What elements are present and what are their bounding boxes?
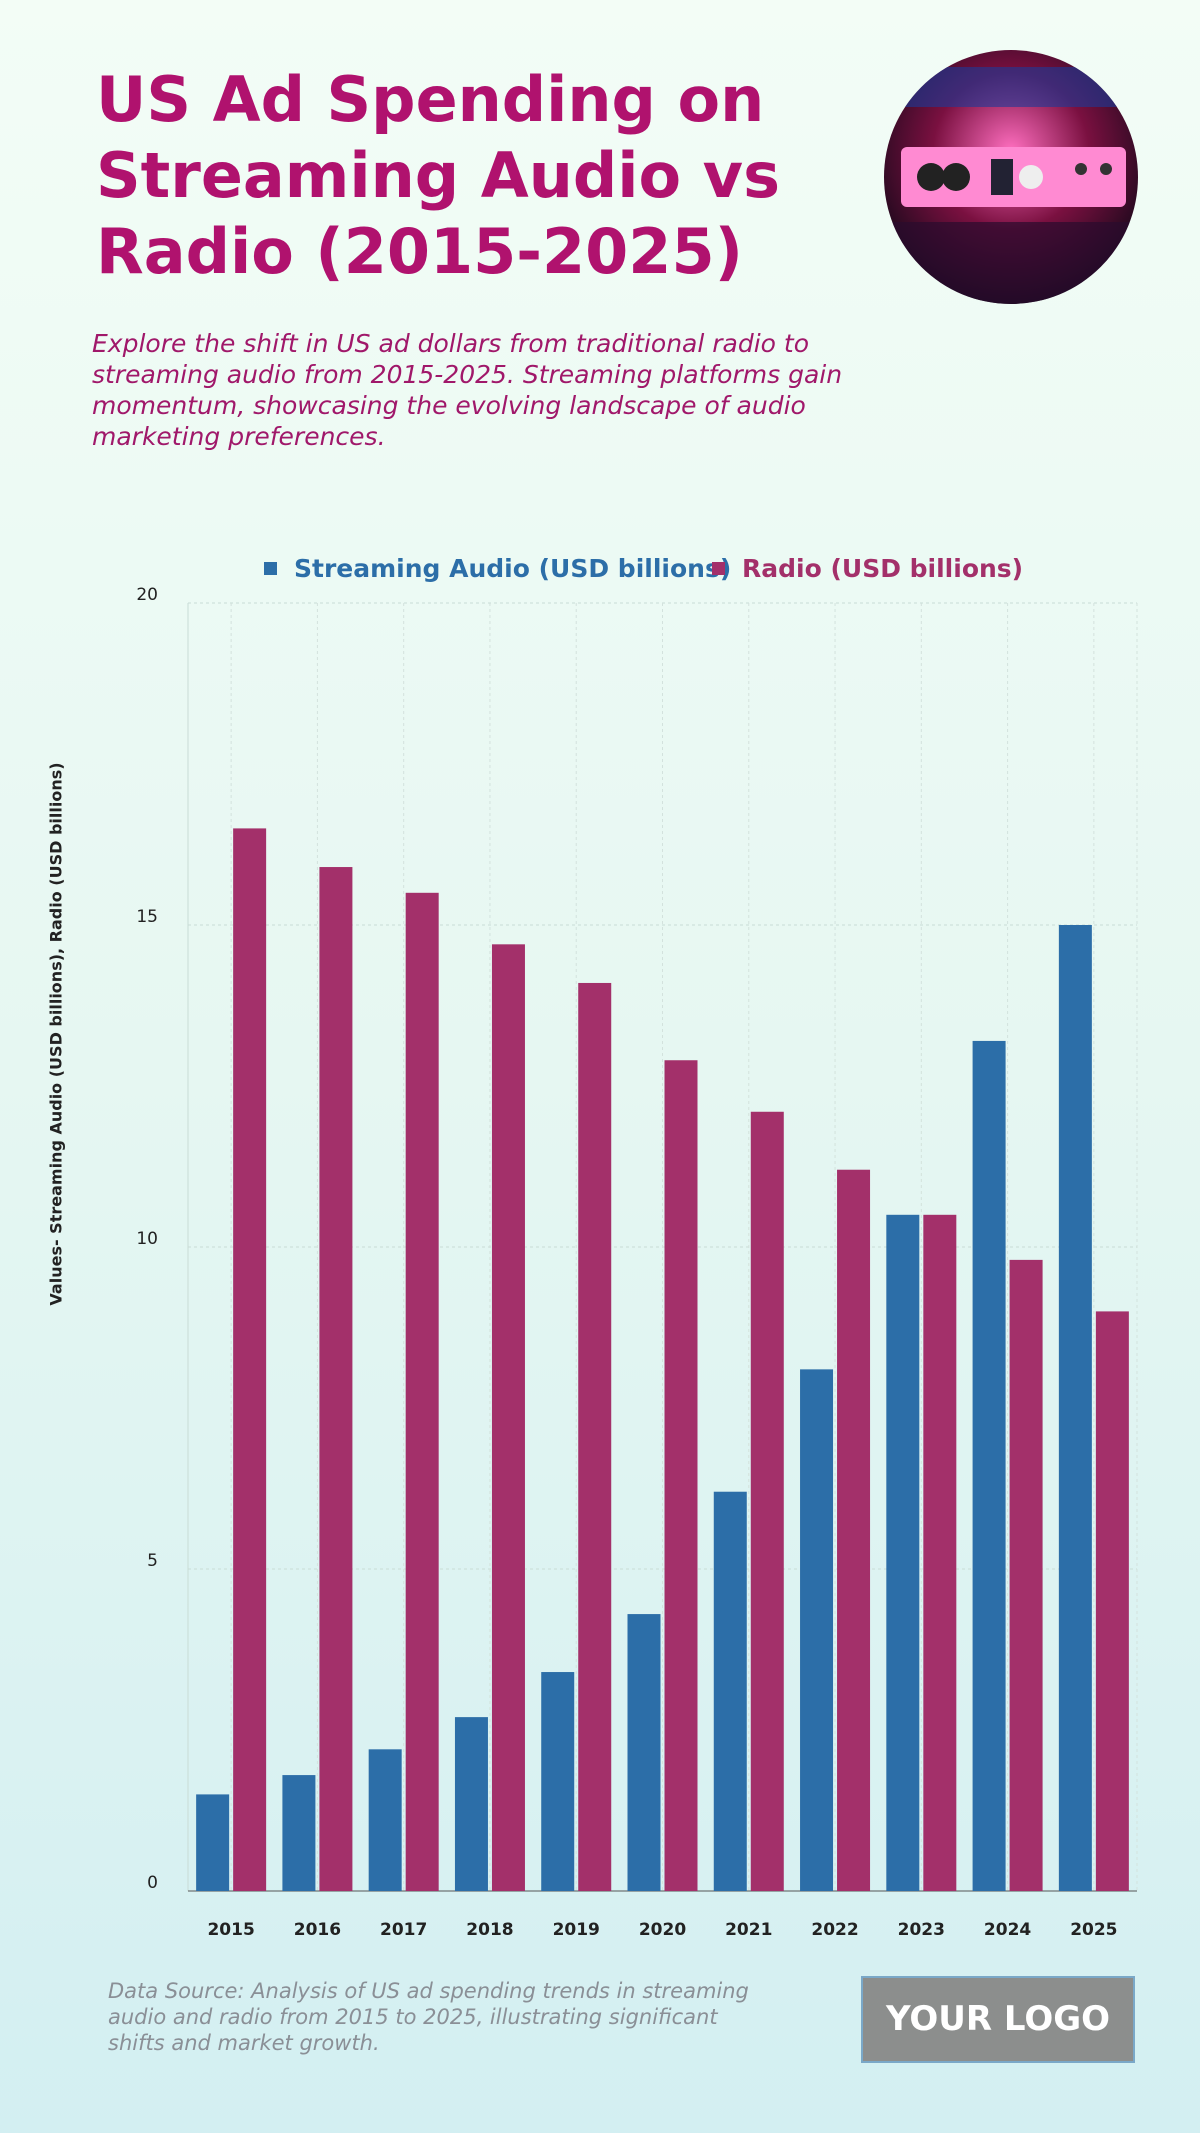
x-tick-label: 2018 xyxy=(466,1920,513,1940)
y-tick-label: 15 xyxy=(136,907,158,927)
x-tick-label: 2022 xyxy=(811,1920,858,1940)
bar xyxy=(368,1749,402,1891)
x-tick-label: 2023 xyxy=(898,1920,945,1940)
x-tick-label: 2015 xyxy=(207,1920,254,1940)
bar xyxy=(541,1672,575,1891)
bar xyxy=(196,1794,230,1891)
bar xyxy=(491,944,525,1891)
x-tick-label: 2025 xyxy=(1070,1920,1117,1940)
bar xyxy=(627,1614,661,1891)
bar xyxy=(800,1369,834,1891)
x-tick-label: 2024 xyxy=(984,1920,1031,1940)
y-tick-label: 20 xyxy=(136,585,158,605)
bar xyxy=(454,1717,488,1891)
bar xyxy=(1058,925,1092,1891)
logo: YOUR LOGO xyxy=(861,1976,1135,2063)
bar xyxy=(886,1214,920,1891)
chart-title: US Ad Spending on Streaming Audio vs Rad… xyxy=(96,63,780,288)
bar xyxy=(282,1775,316,1891)
bar xyxy=(319,867,353,1891)
legend-label: Radio (USD billions) xyxy=(742,554,1023,583)
chart-subtitle: Explore the shift in US ad dollars from … xyxy=(92,329,843,451)
bar xyxy=(837,1169,871,1891)
y-tick-label: 10 xyxy=(136,1229,158,1249)
legend-label: Streaming Audio (USD billions) xyxy=(294,554,731,583)
bar xyxy=(578,982,612,1891)
bar xyxy=(713,1491,747,1891)
x-tick-label: 2020 xyxy=(639,1920,686,1940)
bar xyxy=(1009,1259,1043,1891)
legend-swatch xyxy=(264,562,277,575)
x-tick-label: 2021 xyxy=(725,1920,772,1940)
legend-swatch xyxy=(712,562,725,575)
bar xyxy=(923,1214,957,1891)
bar xyxy=(233,828,267,1891)
y-tick-label: 0 xyxy=(147,1873,158,1893)
header-image xyxy=(884,50,1138,304)
bar xyxy=(405,892,439,1891)
source-note: Data Source: Analysis of US ad spending … xyxy=(108,1979,749,2055)
x-tick-label: 2016 xyxy=(294,1920,341,1940)
bar xyxy=(1095,1311,1129,1891)
bar xyxy=(750,1111,784,1891)
x-tick-label: 2019 xyxy=(553,1920,600,1940)
bar xyxy=(972,1040,1006,1891)
x-tick-label: 2017 xyxy=(380,1920,427,1940)
y-tick-label: 5 xyxy=(147,1551,158,1571)
y-axis-label: Values- Streaming Audio (USD billions), … xyxy=(47,762,66,1305)
bar xyxy=(664,1060,698,1891)
